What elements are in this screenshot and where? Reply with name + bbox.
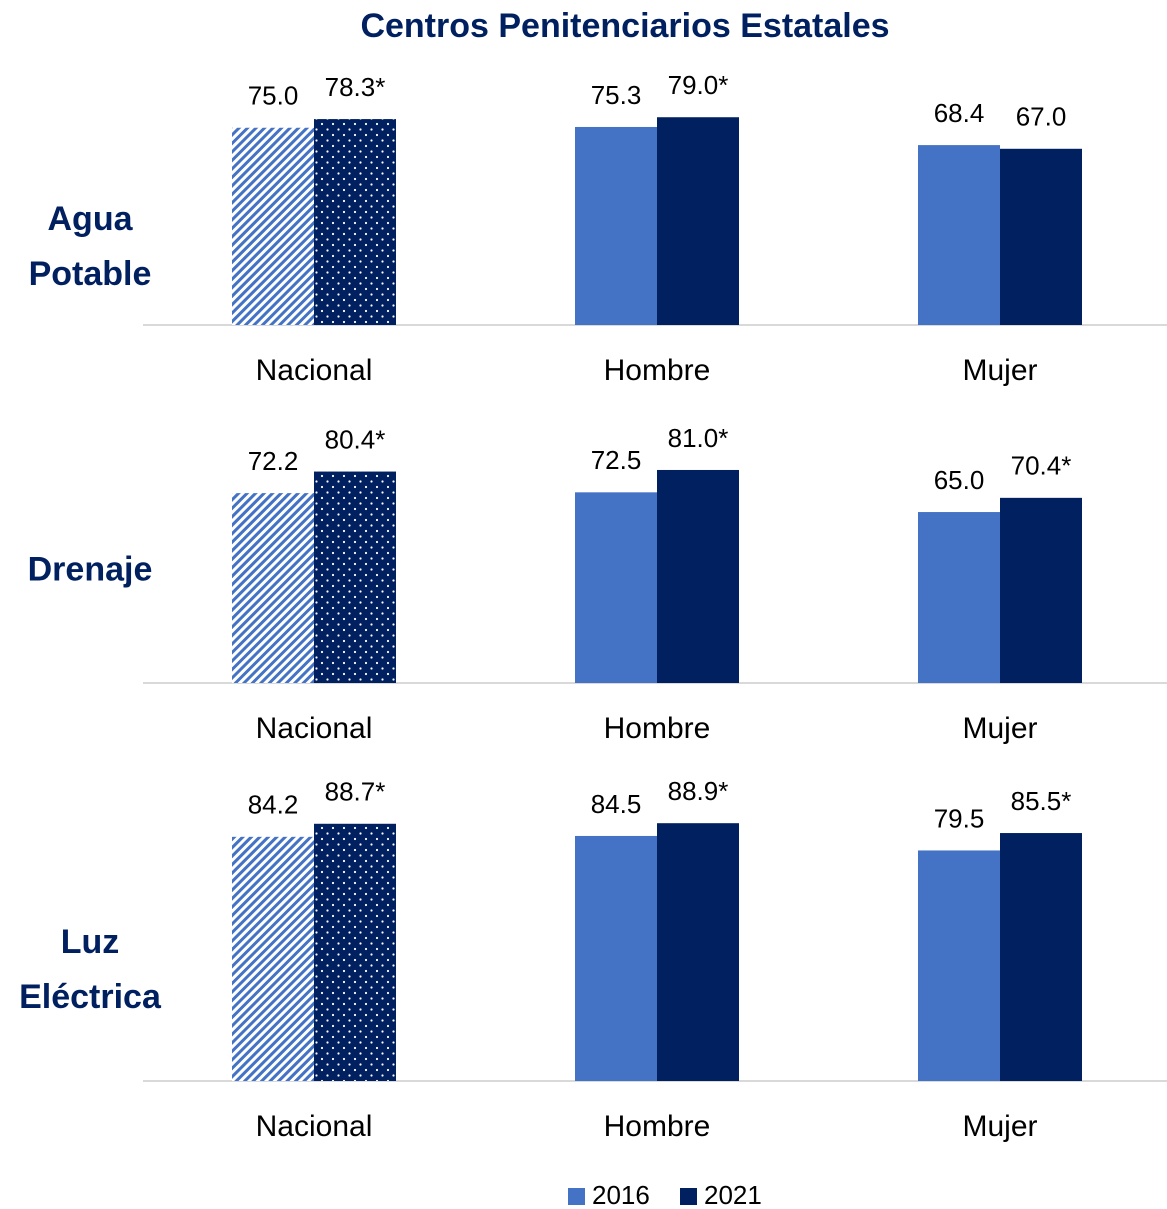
x-tick-label: Nacional (256, 354, 373, 387)
bar (314, 119, 396, 325)
bar (657, 469, 739, 683)
row-label: Luz Eléctrica (19, 923, 161, 1016)
bar (918, 512, 1000, 683)
legend-swatch (568, 1188, 585, 1205)
row-label: Drenaje (27, 550, 153, 589)
bar (232, 127, 314, 325)
bar (575, 126, 657, 325)
bar (575, 835, 657, 1081)
x-tick-label: Nacional (256, 1110, 373, 1143)
value-label: 84.5 (591, 789, 642, 819)
x-tick-label: Hombre (604, 354, 711, 387)
value-label: 81.0* (668, 423, 729, 453)
value-label: 78.3* (325, 72, 386, 102)
bar (232, 493, 314, 683)
x-tick-label: Nacional (256, 712, 373, 745)
bar (657, 117, 739, 325)
value-label: 72.5 (591, 445, 642, 475)
value-label: 65.0 (934, 465, 985, 495)
x-tick-label: Mujer (962, 1110, 1037, 1143)
bar (314, 471, 396, 683)
value-label: 75.0 (248, 81, 299, 111)
value-label: 67.0 (1016, 102, 1067, 132)
bar (1000, 833, 1082, 1081)
value-label: 70.4* (1011, 451, 1072, 481)
row-label: Agua Potable (28, 200, 152, 293)
legend-label: 2016 (592, 1180, 650, 1209)
value-label: 72.2 (248, 446, 299, 476)
x-tick-label: Hombre (604, 1110, 711, 1143)
value-label: 88.7* (325, 777, 386, 807)
value-label: 75.3 (591, 80, 642, 110)
value-label: 80.4* (325, 424, 386, 454)
bar (1000, 148, 1082, 325)
chart-title: Centros Penitenciarios Estatales (360, 7, 889, 45)
legend-label: 2021 (704, 1180, 762, 1209)
x-tick-label: Hombre (604, 712, 711, 745)
bar (314, 823, 396, 1081)
value-label: 88.9* (668, 776, 729, 806)
value-label: 68.4 (934, 98, 985, 128)
bar (918, 145, 1000, 325)
x-tick-label: Mujer (962, 354, 1037, 387)
bar (575, 492, 657, 683)
bar (657, 823, 739, 1081)
bar (918, 850, 1000, 1081)
value-label: 85.5* (1011, 786, 1072, 816)
value-label: 79.0* (668, 70, 729, 100)
value-label: 79.5 (934, 803, 985, 833)
value-label: 84.2 (248, 790, 299, 820)
bar (232, 836, 314, 1081)
bar (1000, 497, 1082, 683)
legend-swatch (680, 1188, 697, 1205)
x-tick-label: Mujer (962, 712, 1037, 745)
